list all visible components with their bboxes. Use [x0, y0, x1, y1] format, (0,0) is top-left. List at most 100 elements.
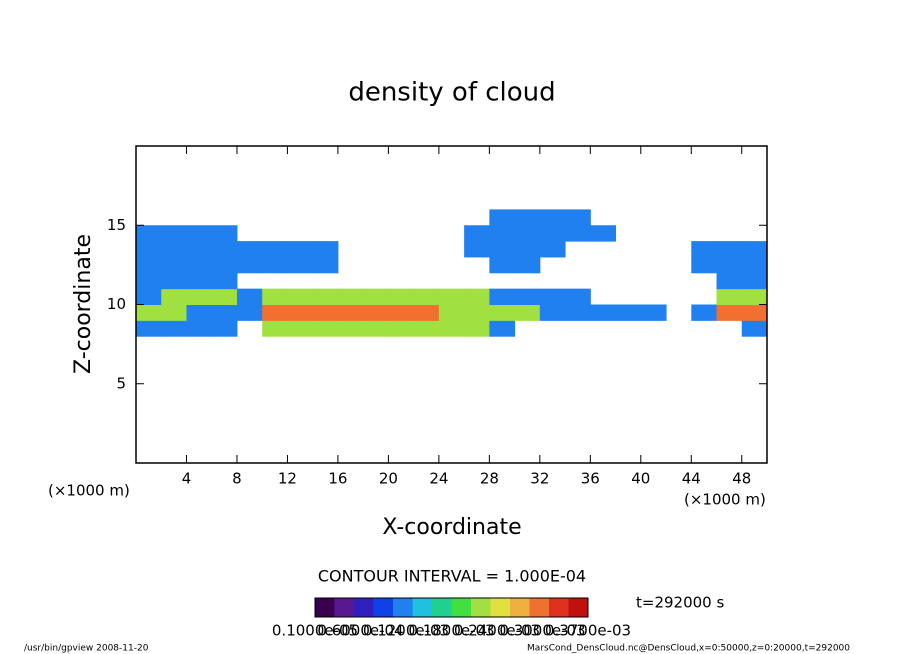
- colorbar-swatch: [451, 598, 472, 617]
- cell: [716, 241, 743, 258]
- cell: [413, 304, 440, 321]
- cell: [539, 304, 566, 321]
- colorbar-label: 0.1200e-03: [363, 622, 449, 640]
- colorbar-swatch: [529, 598, 550, 617]
- cell: [136, 320, 162, 337]
- cell: [565, 225, 591, 242]
- cell: [211, 288, 238, 305]
- cell: [312, 320, 339, 337]
- cell: [186, 304, 213, 321]
- y-tick-label: 10: [107, 295, 126, 313]
- cell: [262, 256, 288, 274]
- cell: [161, 256, 187, 274]
- cell: [262, 288, 288, 305]
- cell: [741, 288, 768, 305]
- colorbar-swatch: [471, 598, 491, 617]
- cell: [489, 209, 516, 226]
- cell: [514, 225, 541, 242]
- colorbar-swatch: [510, 598, 530, 617]
- cell: [262, 241, 288, 258]
- y-tick-label: 15: [107, 216, 126, 234]
- cell: [388, 320, 415, 337]
- colorbar-swatch: [354, 598, 374, 617]
- x-tick-label: 24: [429, 470, 448, 488]
- cell: [186, 320, 213, 337]
- cell: [716, 304, 743, 321]
- colorbar-swatch: [549, 598, 569, 617]
- cell: [438, 320, 465, 337]
- colorbar-swatch: [490, 598, 511, 617]
- colorbar-swatch: [315, 598, 335, 617]
- cell: [539, 225, 566, 242]
- cell: [136, 304, 162, 321]
- colorbar-label: 0.3700e-03: [545, 622, 631, 640]
- cell: [464, 304, 490, 321]
- cell: [337, 304, 364, 321]
- cell: [716, 272, 743, 290]
- cell: [590, 225, 617, 242]
- cell: [489, 225, 516, 242]
- cell: [363, 304, 389, 321]
- cell: [312, 241, 339, 258]
- x-tick-label: 16: [328, 470, 347, 488]
- cell: [211, 320, 238, 337]
- cell: [236, 241, 263, 258]
- cell: [186, 288, 213, 305]
- cell: [741, 272, 768, 290]
- y-tick-label: 5: [116, 374, 126, 392]
- colorbar-swatch: [334, 598, 355, 617]
- colorbar-frame: [314, 597, 589, 618]
- cell: [489, 304, 516, 321]
- cell: [287, 256, 314, 274]
- cell: [388, 288, 415, 305]
- cell: [514, 288, 541, 305]
- cell: [236, 256, 263, 274]
- cell: [691, 304, 718, 321]
- cell: [489, 241, 516, 258]
- cell: [287, 241, 314, 258]
- cell: [388, 304, 415, 321]
- cell: [161, 272, 187, 290]
- cell: [640, 304, 667, 321]
- x-tick-label: 44: [682, 470, 701, 488]
- colorbar-label: 0.3000e-03: [499, 622, 585, 640]
- x-axis-label: X-coordinate: [382, 515, 521, 540]
- cell: [186, 272, 213, 290]
- cell: [413, 288, 440, 305]
- colorbar-swatch: [568, 598, 589, 617]
- colorbar-label: 0.1800e-03: [408, 622, 494, 640]
- cell: [539, 209, 566, 226]
- cell: [565, 288, 591, 305]
- colorbar-label: 0.2400e-03: [454, 622, 540, 640]
- cell: [211, 225, 238, 242]
- colorbar-label: 0.1000e-05: [272, 622, 358, 640]
- cell: [136, 241, 162, 258]
- cell: [464, 320, 490, 337]
- x-tick-label: 12: [278, 470, 297, 488]
- cell: [741, 256, 768, 274]
- x-tick-label: 32: [530, 470, 549, 488]
- cell: [211, 272, 238, 290]
- cell: [489, 320, 516, 337]
- cell: [539, 241, 566, 258]
- colorbar-swatch: [432, 598, 452, 617]
- cell: [236, 304, 263, 321]
- cell: [161, 241, 187, 258]
- cell: [161, 320, 187, 337]
- cell: [691, 241, 718, 258]
- colorbar-swatch: [393, 598, 413, 617]
- cell: [136, 288, 162, 305]
- cell: [363, 320, 389, 337]
- x-tick-label: 48: [732, 470, 751, 488]
- time-label: t=292000 s: [636, 594, 724, 612]
- cell: [413, 320, 440, 337]
- cell: [262, 304, 288, 321]
- x-tick-label: 28: [480, 470, 499, 488]
- cell: [312, 304, 339, 321]
- cell: [438, 304, 465, 321]
- y-axis-label: Z-coordinate: [71, 234, 96, 374]
- cell: [514, 209, 541, 226]
- x-tick-label: 8: [232, 470, 242, 488]
- cell: [363, 288, 389, 305]
- cell: [691, 256, 718, 274]
